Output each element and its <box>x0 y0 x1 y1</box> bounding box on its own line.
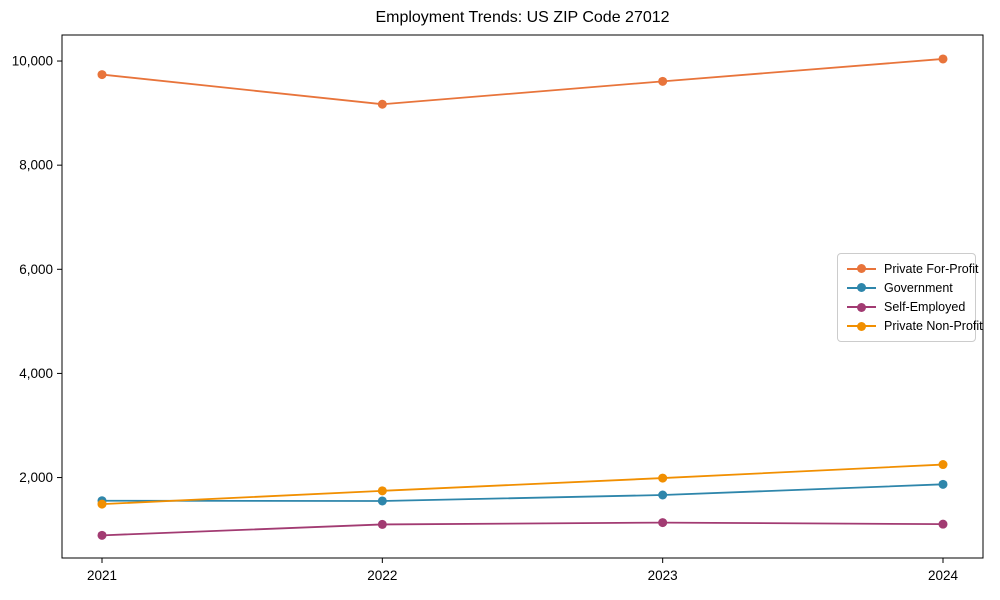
series-line-government <box>101 483 944 502</box>
legend-item-self-employed: Self-Employed <box>847 300 969 314</box>
x-axis-tick-label: 2022 <box>367 568 397 583</box>
plot-frame <box>61 34 984 559</box>
data-point-marker <box>377 496 387 506</box>
x-axis-tick-label: 2021 <box>87 568 117 583</box>
data-point-marker <box>97 499 107 509</box>
x-axis-tick-label: 2023 <box>648 568 678 583</box>
data-point-marker <box>658 518 668 528</box>
legend-label: Self-Employed <box>884 300 966 315</box>
data-point-marker <box>377 486 387 496</box>
legend-line-dot-icon <box>847 283 876 293</box>
y-axis-tick-label: 10,000 <box>12 54 53 69</box>
data-point-marker <box>938 54 948 64</box>
legend-line-dot-icon <box>847 321 876 331</box>
data-point-marker <box>938 519 948 529</box>
y-axis-tick-label: 2,000 <box>19 470 53 485</box>
series-line-private-for-profit <box>101 58 944 106</box>
legend-item-private-for-profit: Private For-Profit <box>847 262 978 276</box>
data-point-marker <box>97 530 107 540</box>
data-point-marker <box>938 479 948 489</box>
data-point-marker <box>658 473 668 483</box>
legend-label: Private Non-Profit <box>884 319 983 334</box>
data-point-marker <box>377 519 387 529</box>
data-point-marker <box>658 76 668 86</box>
legend: Private For-Profit Government Self-Employe… <box>837 253 983 342</box>
x-axis-tick-label: 2024 <box>928 568 959 583</box>
series-line-self-employed <box>101 521 944 537</box>
data-point-marker <box>938 460 948 470</box>
legend-label: Government <box>884 280 953 295</box>
legend-line-dot-icon <box>847 264 876 274</box>
legend-item-private-non-profit: Private Non-Profit <box>847 319 983 333</box>
data-point-marker <box>658 490 668 500</box>
series-line-private-non-profit <box>101 463 944 506</box>
y-axis-tick-label: 6,000 <box>19 262 53 277</box>
legend-line-dot-icon <box>847 302 876 312</box>
chart-title: Employment Trends: US ZIP Code 27012 <box>375 9 670 26</box>
legend-label: Private For-Profit <box>884 261 979 276</box>
y-axis-tick-label: 4,000 <box>19 366 53 381</box>
legend-item-government: Government <box>847 281 969 295</box>
data-point-marker <box>377 99 387 109</box>
y-axis-tick-label: 8,000 <box>19 158 53 173</box>
data-point-marker <box>97 70 107 80</box>
